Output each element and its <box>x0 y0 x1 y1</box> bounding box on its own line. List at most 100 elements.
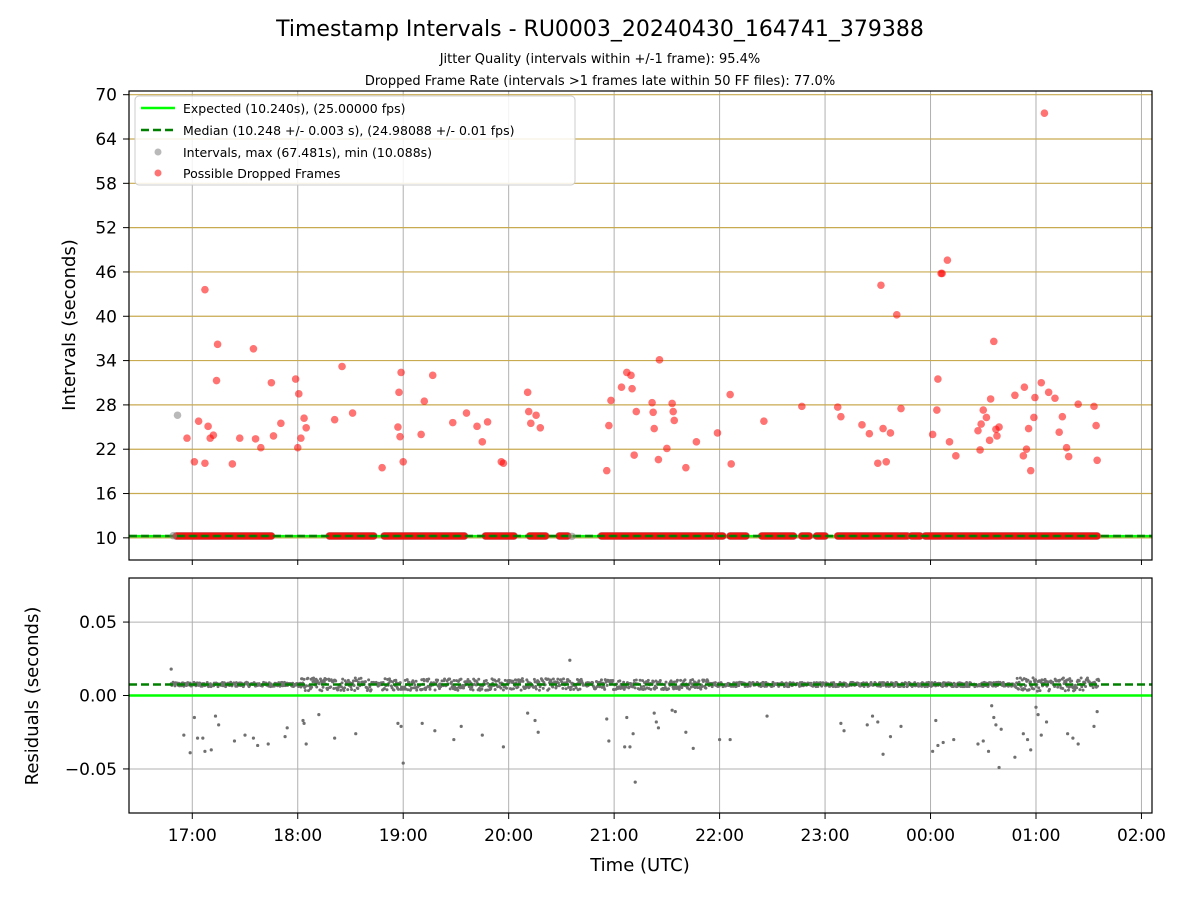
dropped-frame-point <box>617 383 626 391</box>
residual-point <box>641 679 645 683</box>
residual-point <box>486 681 490 685</box>
residual-outlier-point <box>981 739 985 743</box>
residual-point <box>339 685 343 689</box>
residual-point <box>329 685 333 689</box>
dropped-frame-point <box>602 466 611 475</box>
residual-outlier-point <box>691 746 695 750</box>
residual-point <box>760 684 764 688</box>
residual-point <box>339 688 343 692</box>
residual-point <box>787 685 791 689</box>
residual-point <box>382 687 386 691</box>
residual-point <box>499 686 503 690</box>
residual-outlier-point <box>941 740 945 745</box>
residual-point <box>456 688 460 692</box>
residuals-panel: 0.05 0.00 −0.05 17:00 18:00 19:00 20:00 21:00 22… <box>65 577 1166 846</box>
residual-point <box>428 687 432 691</box>
residual-point <box>406 688 410 692</box>
residual-outlier-point <box>536 730 540 734</box>
residual-point <box>568 680 572 684</box>
residual-outlier-point <box>1076 742 1080 746</box>
residual-point <box>1017 680 1021 684</box>
residual-point <box>351 679 355 683</box>
residual-point <box>433 688 437 692</box>
residual-outlier-point <box>1034 705 1038 709</box>
residual-outlier-point <box>876 720 880 724</box>
residual-point <box>699 687 703 691</box>
dropped-frame-point <box>995 423 1003 431</box>
dropped-frame-point <box>892 310 901 319</box>
dropped-frame-point <box>235 434 244 442</box>
residual-point <box>578 687 582 691</box>
residual-point <box>1039 680 1043 684</box>
residual-outlier-point <box>501 745 505 749</box>
dropped-frame-point <box>873 459 882 468</box>
residual-outlier-point <box>999 727 1003 731</box>
residual-point <box>353 689 357 693</box>
residual-point <box>1047 687 1051 691</box>
residual-point <box>501 688 505 692</box>
dropped-frame-point <box>682 463 690 472</box>
dropped-frame-point <box>727 460 735 468</box>
interval-point <box>173 411 182 420</box>
dropped-frame-point <box>1031 393 1039 402</box>
residual-point <box>679 678 683 682</box>
dropped-frame-point <box>201 285 209 294</box>
residuals-panel-frame <box>128 577 1153 814</box>
dropped-frame-point <box>986 395 995 403</box>
y-tick-label: 28 <box>95 396 117 416</box>
dropped-frame-point <box>293 443 302 452</box>
residual-point <box>363 680 367 684</box>
dropped-frame-point <box>428 371 437 380</box>
residual-point <box>638 678 642 682</box>
dropped-frame-point <box>348 409 357 417</box>
dropped-frame-point <box>396 432 404 441</box>
residual-outlier-point <box>976 742 980 746</box>
residual-point <box>1078 688 1082 692</box>
residual-point <box>349 685 353 689</box>
residual-point <box>556 677 560 681</box>
residual-point <box>561 686 565 690</box>
residual-point <box>816 685 820 689</box>
dropped-frame-point <box>209 431 218 439</box>
residual-outlier-point <box>251 736 256 740</box>
residual-outlier-point <box>1071 736 1075 740</box>
residual-point <box>605 683 609 687</box>
legend-dropped-swatch <box>154 169 162 177</box>
residual-point <box>534 684 538 688</box>
dropped-frame-point <box>395 388 403 397</box>
x-axis-label: Time (UTC) <box>589 855 690 876</box>
dropped-frame-point <box>670 416 679 425</box>
dropped-frame-point <box>394 423 402 431</box>
residual-point <box>624 685 628 689</box>
residual-point <box>574 686 578 690</box>
dropped-frame-point <box>1055 428 1063 437</box>
residual-point <box>459 677 463 681</box>
residual-outlier-point <box>192 715 196 720</box>
residual-point <box>1085 676 1089 680</box>
residual-point <box>352 684 356 688</box>
legend-intervals-swatch <box>154 148 162 156</box>
residual-point <box>521 679 525 683</box>
residual-point <box>598 685 602 689</box>
residual-point <box>1016 687 1020 691</box>
dropped-frame-point <box>448 418 457 427</box>
dropped-frame-point <box>399 457 408 466</box>
dropped-frame-point <box>532 411 540 420</box>
residual-outlier-point <box>1036 712 1040 717</box>
dropped-frame-point <box>798 402 806 411</box>
dropped-frame-point <box>879 424 887 433</box>
residual-outlier-point <box>188 751 192 755</box>
intervals-panel-frame <box>128 90 1153 561</box>
residual-point <box>477 677 481 681</box>
residual-outlier-point <box>1013 755 1017 759</box>
dropped-frame-point <box>928 430 937 439</box>
residual-point <box>1023 687 1027 691</box>
dropped-frame-point <box>760 417 768 425</box>
residual-point <box>1081 688 1085 692</box>
residual-point <box>280 680 284 684</box>
residual-point <box>618 679 622 683</box>
residual-point <box>558 683 562 687</box>
residual-point <box>627 685 631 689</box>
residual-point <box>173 684 177 688</box>
